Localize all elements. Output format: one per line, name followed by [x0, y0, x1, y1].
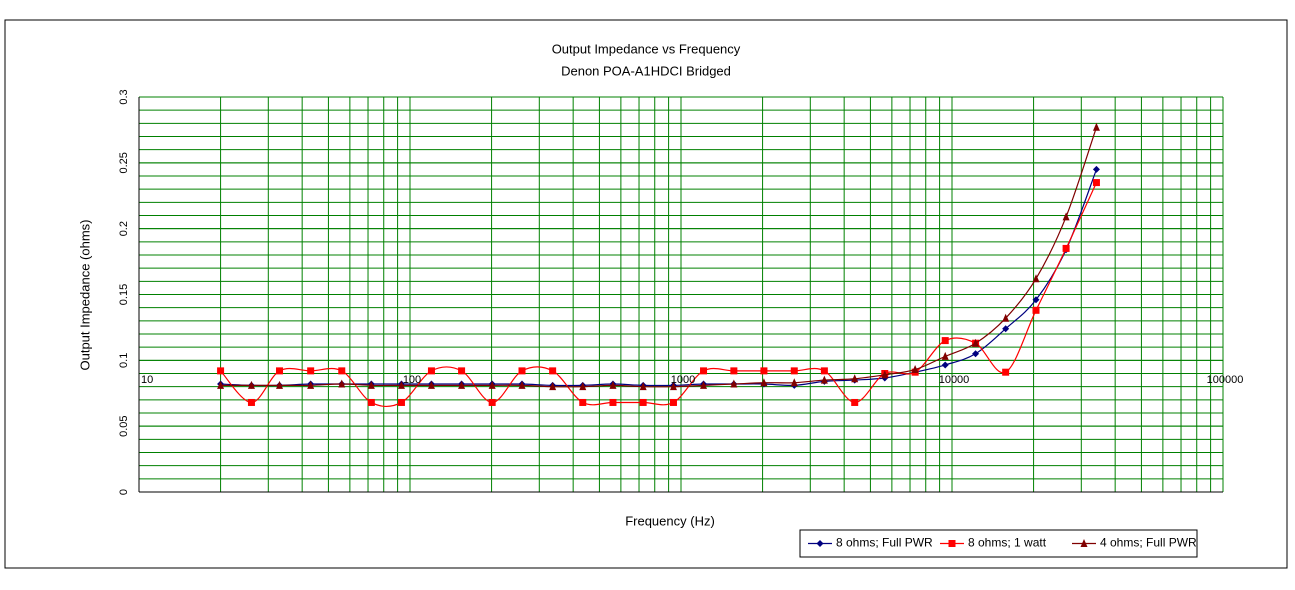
marker: [458, 367, 466, 375]
marker: [700, 367, 708, 375]
marker: [972, 338, 980, 347]
marker: [639, 398, 647, 406]
marker: [1062, 244, 1070, 252]
plot: [217, 122, 1100, 408]
marker: [217, 367, 225, 375]
marker: [276, 367, 284, 375]
x-tick-label: 10: [141, 374, 153, 386]
x-tick-label: 100: [403, 374, 421, 386]
marker: [276, 380, 284, 389]
x-axis-label: Frequency (Hz): [625, 513, 715, 528]
grid: [138, 96, 1224, 493]
marker: [579, 398, 587, 406]
x-tick-label: 10000: [939, 374, 970, 386]
chart-title: Output Impedance vs Frequency: [552, 41, 741, 56]
marker: [669, 382, 677, 391]
marker: [1062, 212, 1070, 221]
marker: [1032, 296, 1040, 304]
marker: [730, 379, 738, 388]
marker: [948, 540, 956, 547]
y-tick-label: 0.25: [118, 152, 130, 173]
chart-subtitle: Denon POA-A1HDCI Bridged: [561, 63, 731, 78]
marker: [427, 367, 435, 375]
marker: [579, 382, 587, 391]
marker: [1002, 325, 1010, 333]
marker: [488, 380, 496, 389]
marker: [518, 380, 526, 389]
marker: [639, 382, 647, 391]
marker: [1002, 313, 1010, 322]
y-tick-label: 0.2: [118, 221, 130, 236]
marker: [1092, 122, 1100, 131]
marker: [549, 367, 557, 375]
y-tick-label: 0: [118, 489, 130, 495]
marker: [760, 378, 768, 387]
legend-box: [799, 529, 1198, 558]
marker: [851, 374, 859, 383]
marker: [816, 540, 824, 547]
x-tick-label: 1000: [671, 374, 695, 386]
marker: [760, 367, 768, 375]
marker: [941, 337, 949, 345]
marker: [820, 375, 828, 384]
y-axis-label: Output Impedance (ohms): [77, 219, 92, 370]
marker: [669, 398, 677, 406]
marker: [609, 398, 617, 406]
marker: [851, 398, 859, 406]
marker: [881, 370, 889, 379]
legend: 8 ohms; Full PWR 8 ohms; 1 watt 4 ohms; Fu…: [799, 529, 1198, 558]
y-tick-label: 0.15: [118, 284, 130, 305]
marker: [367, 398, 375, 406]
marker: [1032, 274, 1040, 283]
marker: [790, 378, 798, 387]
marker: [247, 398, 255, 406]
marker: [367, 380, 375, 389]
marker: [1032, 306, 1040, 314]
marker: [488, 398, 496, 406]
marker: [458, 380, 466, 389]
marker: [941, 351, 949, 360]
marker: [518, 367, 526, 375]
marker: [247, 380, 255, 389]
marker: [307, 380, 315, 389]
marker: [338, 367, 346, 375]
marker: [609, 380, 617, 389]
marker: [217, 380, 225, 389]
marker: [1002, 368, 1010, 376]
marker: [397, 380, 405, 389]
marker: [427, 380, 435, 389]
legend-label: 4 ohms; Full PWR: [1100, 536, 1197, 550]
marker: [700, 380, 708, 389]
marker: [1092, 165, 1100, 173]
legend-label: 8 ohms; 1 watt: [968, 536, 1047, 550]
marker: [1092, 179, 1100, 187]
marker: [338, 379, 346, 388]
marker: [730, 367, 738, 375]
marker: [941, 361, 949, 369]
y-tick-label: 0.05: [118, 415, 130, 436]
marker: [307, 367, 315, 375]
marker: [790, 367, 798, 375]
marker: [397, 398, 405, 406]
marker: [820, 367, 828, 375]
y-tick-label: 0.1: [118, 353, 130, 368]
legend-label: 8 ohms; Full PWR: [836, 536, 933, 550]
x-tick-label: 100000: [1207, 374, 1244, 386]
marker: [549, 382, 557, 391]
marker: [1080, 539, 1088, 547]
y-tick-label: 0.3: [118, 89, 130, 104]
marker: [911, 365, 919, 374]
marker: [972, 350, 980, 358]
